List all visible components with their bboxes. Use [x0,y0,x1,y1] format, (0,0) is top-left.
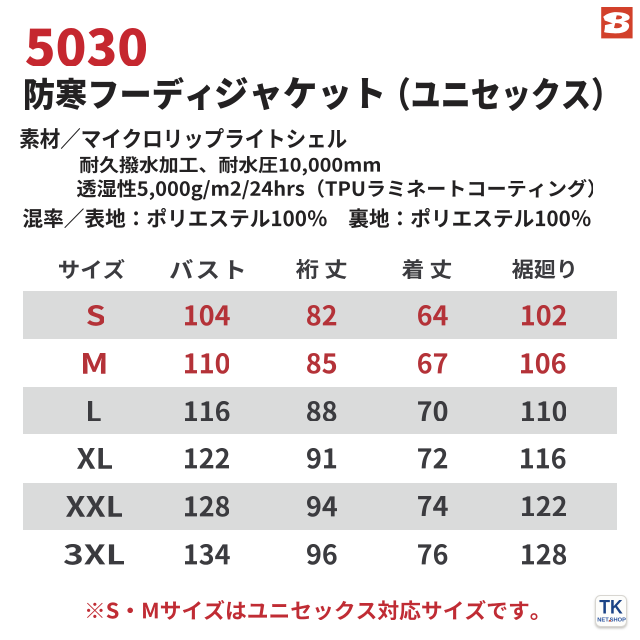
svg-text:TK: TK [599,599,623,615]
svg-text:NET.SHOP: NET.SHOP [597,617,626,623]
